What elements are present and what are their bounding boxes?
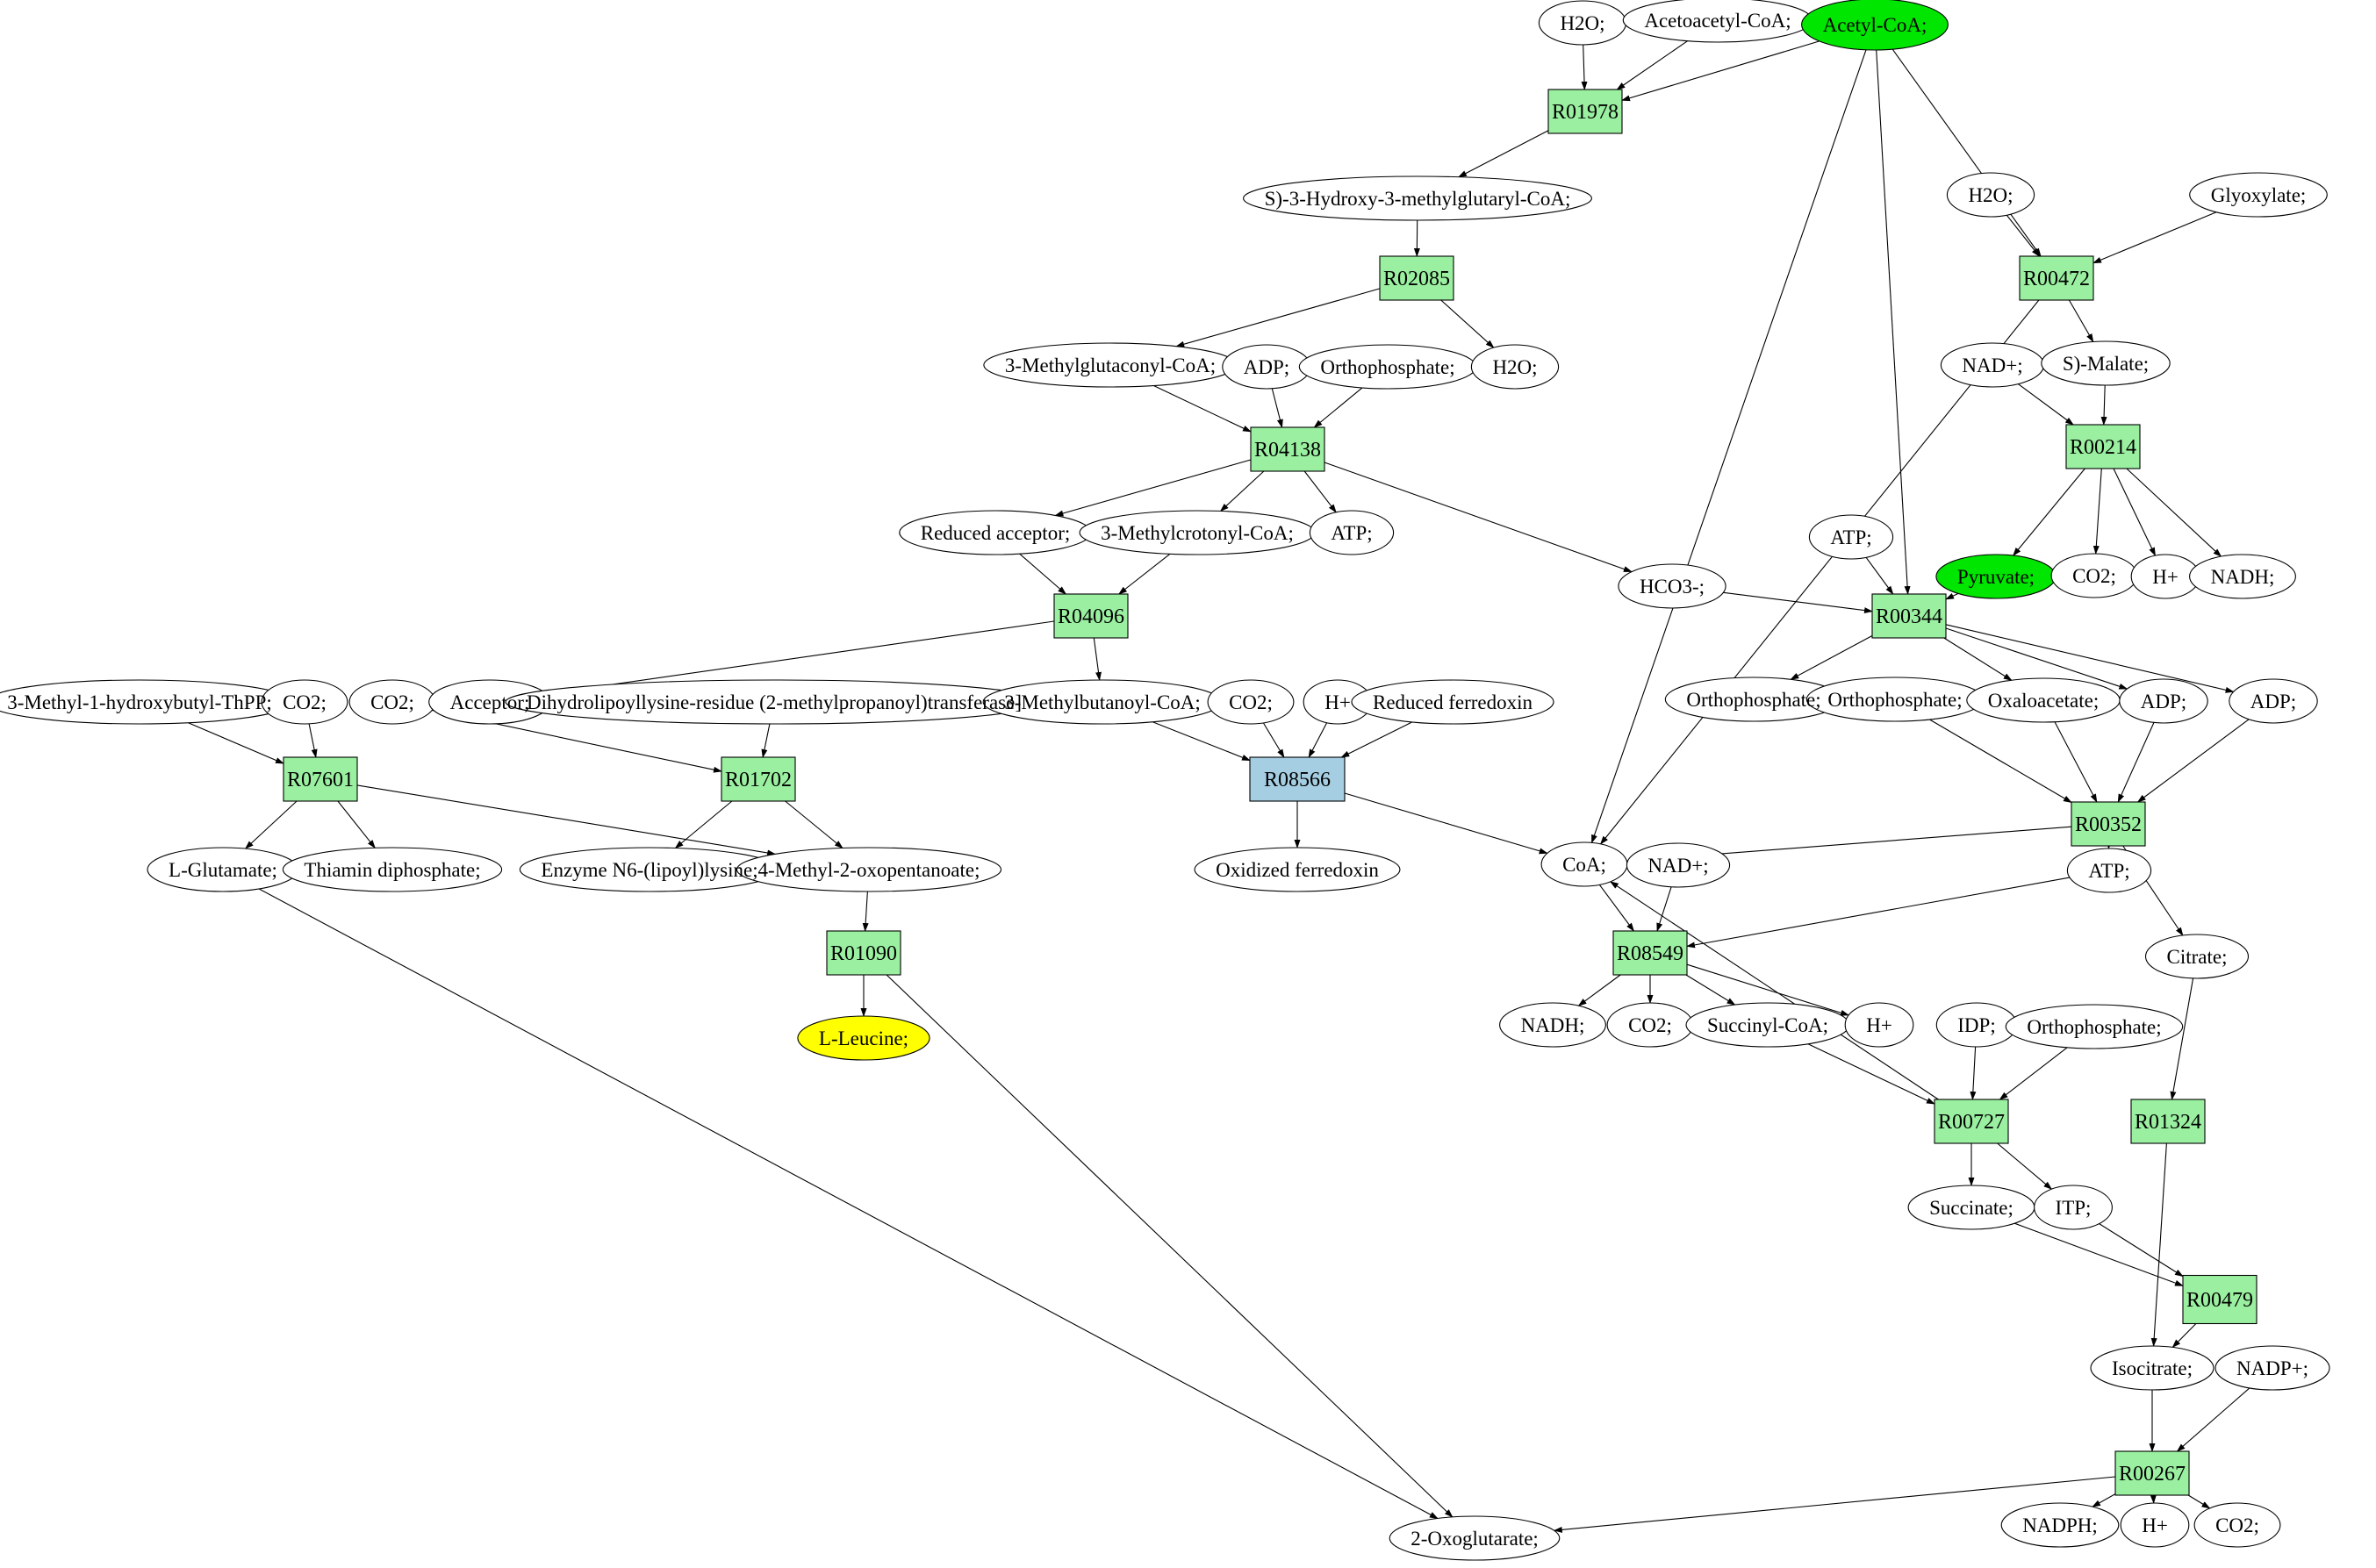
svg-text:Oxaloacetate;: Oxaloacetate;	[1988, 690, 2099, 712]
svg-text:CO2;: CO2;	[2215, 1514, 2259, 1536]
svg-text:Oxidized ferredoxin: Oxidized ferredoxin	[1216, 859, 1379, 881]
svg-text:NADH;: NADH;	[1521, 1014, 1585, 1036]
svg-text:3-Methylglutaconyl-CoA;: 3-Methylglutaconyl-CoA;	[1005, 354, 1216, 376]
svg-text:ADP;: ADP;	[2250, 691, 2296, 712]
svg-text:CO2;: CO2;	[2072, 565, 2116, 587]
svg-text:Orthophosphate;: Orthophosphate;	[1320, 356, 1454, 378]
svg-text:R00214: R00214	[2070, 436, 2136, 459]
svg-text:H+: H+	[2152, 566, 2179, 588]
svg-text:H+: H+	[1324, 691, 1351, 713]
svg-text:R01324: R01324	[2135, 1111, 2201, 1134]
svg-text:Succinyl-CoA;: Succinyl-CoA;	[1707, 1014, 1828, 1036]
svg-text:Dihydrolipoyllysine-residue (2: Dihydrolipoyllysine-residue (2-methylpro…	[527, 691, 1022, 713]
svg-text:R01702: R01702	[725, 769, 792, 791]
svg-text:H+: H+	[2142, 1514, 2168, 1536]
svg-text:Reduced acceptor;: Reduced acceptor;	[921, 522, 1071, 544]
svg-text:3-Methyl-1-hydroxybutyl-ThPP;: 3-Methyl-1-hydroxybutyl-ThPP;	[7, 691, 272, 713]
svg-text:CO2;: CO2;	[1628, 1014, 1672, 1036]
svg-text:H+: H+	[1866, 1014, 1892, 1036]
svg-text:2-Oxoglutarate;: 2-Oxoglutarate;	[1411, 1528, 1539, 1550]
svg-text:Orthophosphate;: Orthophosphate;	[2027, 1016, 2161, 1038]
svg-text:R08566: R08566	[1264, 769, 1331, 791]
svg-text:Orthophosphate;: Orthophosphate;	[1827, 689, 1962, 711]
svg-text:R04096: R04096	[1058, 605, 1124, 628]
svg-text:NADPH;: NADPH;	[2022, 1514, 2098, 1536]
svg-text:CoA;: CoA;	[1562, 854, 1606, 876]
svg-text:ATP;: ATP;	[2088, 860, 2129, 882]
svg-text:Pyruvate;: Pyruvate;	[1957, 566, 2035, 588]
svg-text:CO2;: CO2;	[283, 691, 327, 713]
svg-text:IDP;: IDP;	[1957, 1014, 1995, 1036]
svg-text:Glyoxylate;: Glyoxylate;	[2211, 184, 2307, 206]
svg-text:R01978: R01978	[1552, 101, 1619, 124]
svg-text:3-Methylcrotonyl-CoA;: 3-Methylcrotonyl-CoA;	[1101, 522, 1294, 544]
svg-text:R00344: R00344	[1876, 605, 1942, 628]
svg-text:R07601: R07601	[287, 769, 354, 791]
svg-text:ATP;: ATP;	[1830, 526, 1871, 548]
svg-text:R04138: R04138	[1254, 439, 1321, 462]
svg-text:4-Methyl-2-oxopentanoate;: 4-Methyl-2-oxopentanoate;	[758, 859, 980, 881]
svg-text:ADP;: ADP;	[2141, 691, 2186, 712]
svg-text:L-Leucine;: L-Leucine;	[819, 1027, 908, 1049]
svg-text:L-Glutamate;: L-Glutamate;	[169, 859, 277, 881]
svg-text:R02085: R02085	[1383, 268, 1450, 290]
svg-text:NADH;: NADH;	[2211, 566, 2275, 588]
svg-text:S)-Malate;: S)-Malate;	[2063, 353, 2149, 375]
svg-text:Orthophosphate;: Orthophosphate;	[1686, 689, 1820, 711]
svg-text:R01090: R01090	[830, 942, 897, 965]
svg-text:Thiamin diphosphate;: Thiamin diphosphate;	[304, 859, 480, 881]
svg-text:NAD+;: NAD+;	[1647, 855, 1708, 877]
svg-text:H2O;: H2O;	[1968, 184, 2013, 206]
svg-text:R00479: R00479	[2186, 1289, 2253, 1312]
svg-text:CO2;: CO2;	[370, 691, 414, 713]
svg-text:Enzyme N6-(lipoyl)lysine;: Enzyme N6-(lipoyl)lysine;	[541, 859, 757, 881]
svg-text:H2O;: H2O;	[1560, 12, 1604, 34]
svg-text:Succinate;: Succinate;	[1929, 1197, 2013, 1219]
svg-text:Isocitrate;: Isocitrate;	[2112, 1357, 2193, 1379]
svg-text:Citrate;: Citrate;	[2167, 946, 2228, 968]
svg-text:Reduced ferredoxin: Reduced ferredoxin	[1373, 691, 1533, 713]
svg-text:R00727: R00727	[1938, 1111, 2005, 1134]
svg-text:R08549: R08549	[1617, 942, 1683, 965]
svg-text:H2O;: H2O;	[1492, 356, 1537, 378]
svg-text:Acetyl-CoA;: Acetyl-CoA;	[1823, 14, 1927, 36]
svg-text:HCO3-;: HCO3-;	[1640, 576, 1705, 598]
svg-text:Acceptor;: Acceptor;	[450, 691, 530, 713]
svg-text:R00267: R00267	[2119, 1463, 2186, 1486]
svg-text:S)-3-Hydroxy-3-methylglutaryl-: S)-3-Hydroxy-3-methylglutaryl-CoA;	[1265, 188, 1571, 210]
svg-text:ITP;: ITP;	[2056, 1197, 2092, 1219]
svg-text:R00352: R00352	[2075, 813, 2142, 836]
svg-text:CO2;: CO2;	[1229, 691, 1273, 713]
svg-text:R00472: R00472	[2023, 268, 2090, 290]
svg-text:3-Methylbutanoyl-CoA;: 3-Methylbutanoyl-CoA;	[1004, 691, 1201, 713]
svg-text:ADP;: ADP;	[1244, 356, 1289, 378]
svg-text:NADP+;: NADP+;	[2236, 1357, 2308, 1379]
svg-text:NAD+;: NAD+;	[1962, 354, 2022, 376]
svg-text:ATP;: ATP;	[1331, 522, 1372, 544]
svg-text:Acetoacetyl-CoA;: Acetoacetyl-CoA;	[1644, 10, 1791, 32]
